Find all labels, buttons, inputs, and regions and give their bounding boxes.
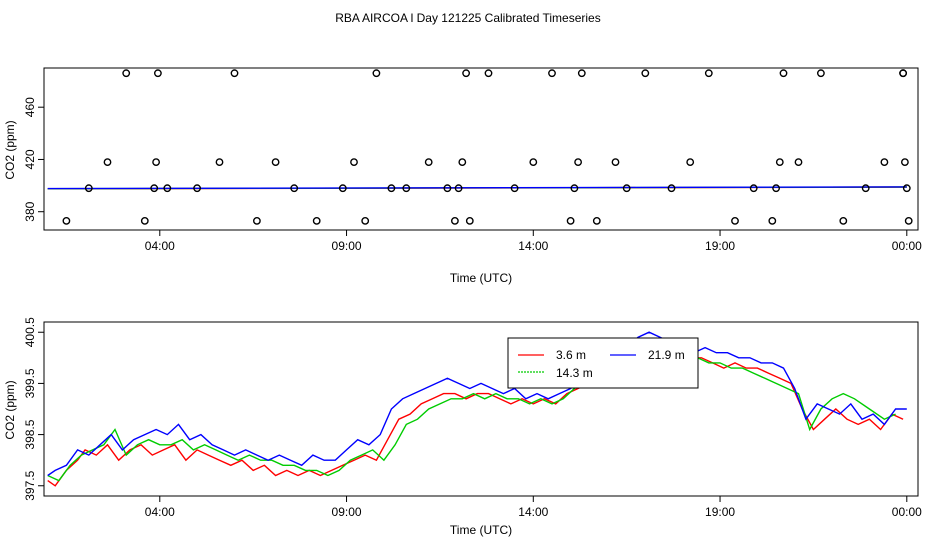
data-point [574, 158, 582, 167]
series-line-0 [47, 346, 904, 487]
data-point [290, 184, 299, 193]
y-tick-label: 460 [23, 97, 37, 117]
x-tick-label: 04:00 [145, 239, 175, 253]
y-tick-label: 380 [23, 201, 37, 221]
x-tick-label: 19:00 [705, 239, 735, 253]
legend-label-3-6m: 3.6 m [556, 348, 586, 362]
data-point [592, 216, 601, 225]
data-point [454, 184, 463, 193]
data-point [772, 184, 780, 193]
data-point [140, 216, 149, 225]
data-point [215, 158, 224, 167]
bottom-xlabel: Time (UTC) [450, 523, 512, 537]
data-point [465, 216, 474, 225]
data-point [566, 216, 575, 225]
data-point [122, 69, 131, 78]
bottom-panel: 04:00 09:00 14:00 19:00 00:00 397.5 398.5 399.5… [3, 317, 922, 537]
data-point [103, 158, 112, 167]
data-point [904, 216, 913, 225]
y-tick-label: 398.5 [23, 419, 37, 449]
x-tick-label: 14:00 [518, 505, 548, 519]
data-point [779, 69, 788, 78]
legend: 3.6 m 14.3 m 21.9 m [507, 337, 699, 389]
data-point [424, 158, 433, 167]
data-point [794, 158, 803, 167]
data-point [731, 216, 739, 225]
data-point [402, 184, 411, 193]
data-point [704, 69, 713, 78]
data-point [749, 184, 758, 193]
data-point [775, 158, 784, 167]
data-point [193, 184, 202, 193]
data-point [484, 69, 493, 78]
x-tick-label: 14:00 [518, 239, 548, 253]
top-ylabel: CO2 (ppm) [3, 120, 17, 179]
x-tick-label: 19:00 [705, 505, 735, 519]
data-point [529, 158, 538, 167]
data-point [667, 184, 676, 193]
data-point [611, 158, 620, 167]
x-tick-label: 09:00 [332, 505, 362, 519]
data-point [899, 69, 907, 78]
data-point [861, 184, 870, 193]
legend-label-21-9m: 21.9 m [648, 348, 685, 362]
data-point [372, 69, 381, 78]
data-point [548, 69, 556, 78]
data-point [817, 69, 825, 78]
y-tick-label: 397.5 [23, 470, 37, 500]
data-point [641, 69, 650, 78]
data-point [338, 184, 347, 193]
data-point [361, 216, 370, 225]
x-tick-label: 00:00 [892, 239, 922, 253]
series-line-2 [47, 186, 907, 190]
data-point [163, 184, 172, 193]
series-line-1 [47, 346, 896, 482]
data-point [462, 69, 470, 78]
data-point [150, 184, 159, 193]
data-point [839, 216, 848, 225]
data-point [350, 158, 358, 167]
series-line-2 [47, 331, 907, 477]
x-tick-label: 09:00 [332, 239, 362, 253]
data-point [84, 184, 93, 193]
top-plot-frame [43, 67, 919, 231]
data-point [312, 216, 321, 225]
data-point [622, 184, 631, 193]
data-point [152, 158, 161, 167]
data-point [387, 184, 396, 193]
data-point [252, 216, 261, 225]
data-point [458, 158, 467, 167]
figure-title: RBA AIRCOA l Day 121225 Calibrated Times… [335, 11, 600, 25]
data-point [443, 184, 452, 193]
data-point [570, 184, 579, 193]
data-point [768, 216, 777, 225]
data-point [880, 158, 889, 167]
data-point [450, 216, 459, 225]
y-tick-label: 399.5 [23, 368, 37, 398]
y-tick-label: 420 [23, 149, 37, 169]
bottom-ylabel: CO2 (ppm) [3, 380, 17, 439]
y-tick-label: 400.5 [23, 317, 37, 347]
data-point [230, 69, 239, 78]
bottom-plot-frame [43, 321, 919, 497]
x-tick-label: 04:00 [145, 505, 175, 519]
x-tick-label: 00:00 [892, 505, 922, 519]
data-point [271, 158, 280, 167]
top-panel: 04:00 09:00 14:00 19:00 00:00 380 420 460 Time … [3, 67, 922, 285]
data-point [62, 216, 71, 225]
data-point [577, 69, 586, 78]
data-point [686, 158, 695, 167]
legend-box [507, 337, 699, 389]
data-point [510, 184, 519, 193]
legend-label-14-3m: 14.3 m [556, 366, 593, 380]
top-xlabel: Time (UTC) [450, 271, 512, 285]
data-point [902, 184, 911, 193]
data-point [901, 158, 909, 167]
data-point [153, 69, 162, 78]
